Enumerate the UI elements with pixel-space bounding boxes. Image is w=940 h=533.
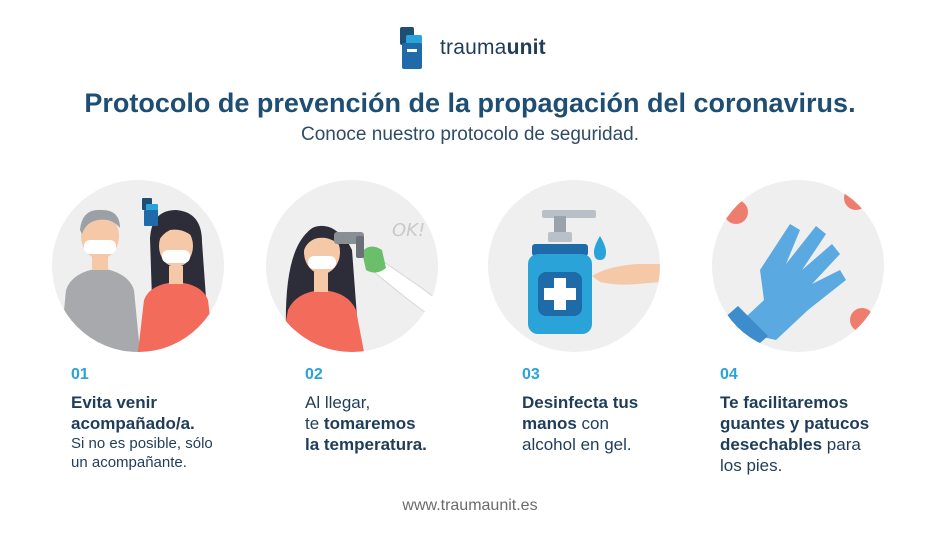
page-title: Protocolo de prevención de la propagació…	[84, 88, 856, 118]
step-number: 02	[305, 366, 323, 383]
step-description: Te facilitaremos guantes y patucos desec…	[720, 393, 870, 475]
step-number: 04	[720, 366, 738, 383]
step-1: 01 Evita venir acompañado/a. Si no es po…	[71, 366, 271, 472]
thermometer-check-icon: OK!	[280, 220, 438, 352]
step-description: Desinfecta tus manos con alcohol en gel.	[522, 393, 639, 454]
step-2: 02 Al llegar, te tomaremos la temperatur…	[305, 366, 505, 455]
illustration-temperature: OK!	[266, 180, 438, 352]
step-description: Evita venir acompañado/a. Si no es posib…	[71, 393, 213, 471]
page-subtitle: Conoce nuestro protocolo de seguridad.	[300, 124, 639, 145]
step-description: Al llegar, te tomaremos la temperatura.	[305, 393, 427, 454]
step-3: 03 Desinfecta tus manos con alcohol en g…	[522, 366, 722, 455]
illustration-sanitizer	[488, 180, 660, 352]
traumaunit-logo-icon	[400, 27, 422, 69]
illustration-companions	[52, 180, 224, 352]
brand-name: traumaunit	[440, 36, 546, 59]
brand-logo: traumaunit	[398, 24, 546, 72]
step-number: 01	[71, 366, 89, 383]
step-4: 04 Te facilitaremos guantes y patucos de…	[720, 366, 920, 476]
svg-text:OK!: OK!	[392, 220, 425, 241]
step-number: 03	[522, 366, 540, 383]
footer-url[interactable]: www.traumaunit.es	[402, 497, 538, 514]
two-people-masks-icon	[60, 198, 214, 352]
glove-virus-icon	[722, 186, 874, 350]
illustration-gloves	[712, 180, 884, 352]
hand-sanitizer-icon	[528, 210, 660, 334]
